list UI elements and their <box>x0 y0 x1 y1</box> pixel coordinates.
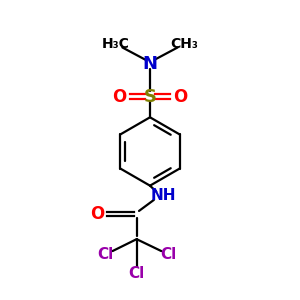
Text: NH: NH <box>151 188 176 203</box>
Text: O: O <box>173 88 188 106</box>
Text: H₃C: H₃C <box>102 38 130 52</box>
Text: Cl: Cl <box>97 247 113 262</box>
Text: S: S <box>143 88 157 106</box>
Text: Cl: Cl <box>160 247 177 262</box>
Text: O: O <box>112 88 127 106</box>
Text: O: O <box>90 205 104 223</box>
Text: CH₃: CH₃ <box>170 38 198 52</box>
Text: Cl: Cl <box>128 266 145 281</box>
Text: N: N <box>142 55 158 73</box>
